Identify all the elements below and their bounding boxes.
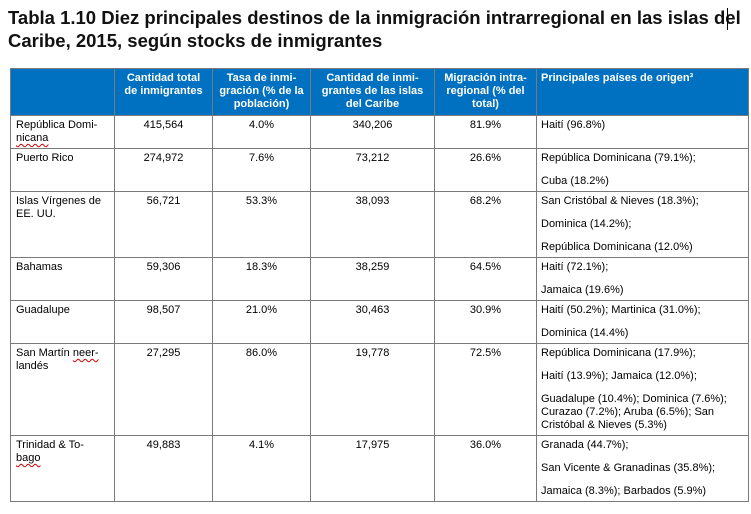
country-cell: Trinidad & To-bago xyxy=(10,435,115,502)
total-cell: 98,507 xyxy=(114,300,213,344)
header-row: Cantidad total de inmigrantes Tasa de in… xyxy=(10,68,749,116)
intra-cell: 72.5% xyxy=(434,343,537,436)
origin-item: República Dominicana (12.0%) xyxy=(541,241,693,253)
intra-cell: 26.6% xyxy=(434,148,537,192)
rate-cell: 53.3% xyxy=(212,191,311,258)
total-cell: 274,972 xyxy=(114,148,213,192)
table-row: Bahamas 59,306 18.3% 38,259 64.5% Haití … xyxy=(10,257,749,301)
rate-cell: 4.1% xyxy=(212,435,311,502)
caribbean-cell: 17,975 xyxy=(310,435,435,502)
origin-item: Jamaica (8.3%); Barbados (5.9%) xyxy=(541,485,707,497)
header-caribbean-immigrants: Cantidad de inmi-grantes de las islas de… xyxy=(310,68,435,116)
table-row: Islas Vírgenes de EE. UU. 56,721 53.3% 3… xyxy=(10,191,749,258)
origin-item: República Dominicana (79.1%); xyxy=(541,152,696,164)
origin-item: Haití (96.8%) xyxy=(541,119,606,131)
origin-item: Granada (44.7%); xyxy=(541,439,629,451)
origins-cell: Haití (50.2%); Martinica (31.0%); Domini… xyxy=(536,300,749,344)
intra-cell: 64.5% xyxy=(434,257,537,301)
rate-cell: 18.3% xyxy=(212,257,311,301)
country-cell: Guadalupe xyxy=(10,300,115,344)
country-name: Trinidad & To- xyxy=(16,439,84,451)
country-name-continued: landés xyxy=(16,360,49,372)
origins-cell: República Dominicana (79.1%); Cuba (18.2… xyxy=(536,148,749,192)
country-cell: Islas Vírgenes de EE. UU. xyxy=(10,191,115,258)
table-row: Puerto Rico 274,972 7.6% 73,212 26.6% Re… xyxy=(10,148,749,192)
intra-cell: 68.2% xyxy=(434,191,537,258)
origin-item: República Dominicana (17.9%); xyxy=(541,347,696,359)
header-country xyxy=(10,68,115,116)
table-row: San Martín neer-landés 27,295 86.0% 19,7… xyxy=(10,343,749,436)
total-cell: 56,721 xyxy=(114,191,213,258)
origins-cell: San Cristóbal & Nieves (18.3%); Dominica… xyxy=(536,191,749,258)
intra-cell: 30.9% xyxy=(434,300,537,344)
caribbean-cell: 340,206 xyxy=(310,115,435,149)
origins-cell: República Dominicana (17.9%); Haití (13.… xyxy=(536,343,749,436)
immigration-table: Cantidad total de inmigrantes Tasa de in… xyxy=(10,68,749,502)
origin-item: Guadalupe (10.4%); Dominica (7.6%); Cura… xyxy=(541,393,727,431)
origins-cell: Granada (44.7%); San Vicente & Granadina… xyxy=(536,435,749,502)
total-cell: 27,295 xyxy=(114,343,213,436)
origin-item: San Vicente & Granadinas (35.8%); xyxy=(541,462,716,474)
caribbean-cell: 30,463 xyxy=(310,300,435,344)
country-cell: San Martín neer-landés xyxy=(10,343,115,436)
rate-cell: 4.0% xyxy=(212,115,311,149)
origin-item: Dominica (14.4%) xyxy=(541,327,629,339)
country-name-continued: bago xyxy=(16,452,41,464)
total-cell: 49,883 xyxy=(114,435,213,502)
intra-cell: 36.0% xyxy=(434,435,537,502)
rate-cell: 21.0% xyxy=(212,300,311,344)
header-intraregional-migration: Migración intra-regional (% del total) xyxy=(434,68,537,116)
country-cell: Bahamas xyxy=(10,257,115,301)
title-line-2: Caribe, 2015, según stocks de inmigrante… xyxy=(8,30,383,51)
country-name-part: neer- xyxy=(72,347,99,359)
header-origin-countries: Principales países de origen³ xyxy=(536,68,749,116)
origin-item: Haití (72.1%); xyxy=(541,261,609,273)
rate-cell: 7.6% xyxy=(212,148,311,192)
total-cell: 415,564 xyxy=(114,115,213,149)
table-row: República Domi-nicana 415,564 4.0% 340,2… xyxy=(10,115,749,149)
title-line-1: Tabla 1.10 Diez principales destinos de … xyxy=(8,7,741,28)
country-cell: República Domi-nicana xyxy=(10,115,115,149)
country-cell: Puerto Rico xyxy=(10,148,115,192)
origin-item: Haití (13.9%); Jamaica (12.0%); xyxy=(541,370,697,382)
origin-item: San Cristóbal & Nieves (18.3%); xyxy=(541,195,699,207)
caribbean-cell: 19,778 xyxy=(310,343,435,436)
country-name-continued: nicana xyxy=(16,132,49,144)
origins-cell: Haití (96.8%) xyxy=(536,115,749,149)
caribbean-cell: 38,093 xyxy=(310,191,435,258)
origin-item: Haití (50.2%); Martinica (31.0%); xyxy=(541,304,701,316)
origins-cell: Haití (72.1%); Jamaica (19.6%) xyxy=(536,257,749,301)
origin-item: Cuba (18.2%) xyxy=(541,175,609,187)
country-name: República Domi- xyxy=(16,119,98,131)
total-cell: 59,306 xyxy=(114,257,213,301)
caribbean-cell: 38,259 xyxy=(310,257,435,301)
header-immigration-rate: Tasa de inmi-gración (% de la población) xyxy=(212,68,311,116)
text-cursor xyxy=(727,8,728,30)
country-name: San Martín xyxy=(16,347,73,359)
header-total-immigrants: Cantidad total de inmigrantes xyxy=(114,68,213,116)
table-row: Trinidad & To-bago 49,883 4.1% 17,975 36… xyxy=(10,435,749,502)
table-row: Guadalupe 98,507 21.0% 30,463 30.9% Hait… xyxy=(10,300,749,344)
table-title: Tabla 1.10 Diez principales destinos de … xyxy=(8,6,748,52)
caribbean-cell: 73,212 xyxy=(310,148,435,192)
origin-item: Jamaica (19.6%) xyxy=(541,284,624,296)
rate-cell: 86.0% xyxy=(212,343,311,436)
origin-item: Dominica (14.2%); xyxy=(541,218,632,230)
intra-cell: 81.9% xyxy=(434,115,537,149)
